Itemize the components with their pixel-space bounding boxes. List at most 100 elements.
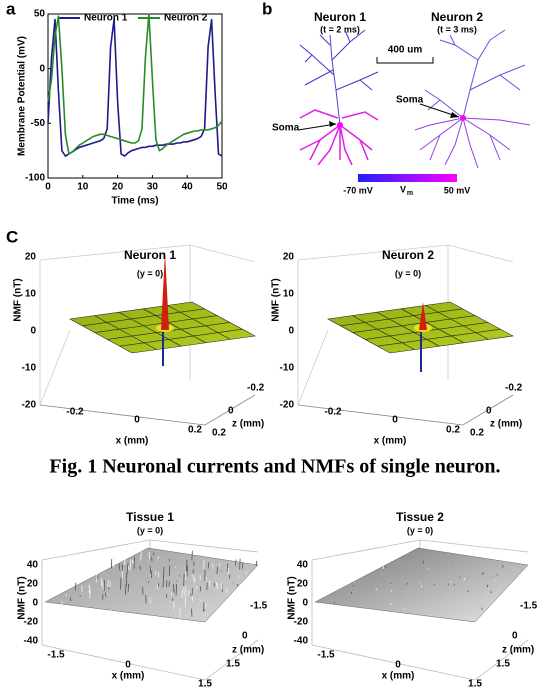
arrow (297, 123, 337, 131)
y-tick-label: 20 (297, 579, 309, 590)
surface-texture (235, 559, 237, 566)
x-axis-label: x (mm) (382, 671, 415, 682)
surface-texture (239, 558, 241, 570)
x-tick-label: 0 (395, 660, 401, 671)
surface-texture (88, 584, 91, 593)
positive-spike (161, 252, 169, 330)
surface-texture (382, 566, 385, 569)
surface-texture (74, 582, 77, 591)
plane-grid (376, 311, 440, 347)
z-tick-label: 0 (512, 631, 518, 642)
surface-texture (164, 586, 166, 589)
surface-texture (447, 583, 449, 586)
plane-grid (119, 328, 243, 347)
surface-texture (148, 551, 150, 559)
surface-texture (352, 585, 354, 587)
surface-texture (203, 560, 205, 570)
x-tick-label: 0.2 (188, 425, 202, 436)
surface-texture (192, 589, 194, 591)
y-tick-label: -20 (280, 400, 295, 411)
neuron-title: Neuron 1 (314, 10, 366, 24)
y-tick-label: -100 (25, 173, 45, 184)
axis-box (311, 539, 529, 681)
y-tick-label: -50 (31, 118, 46, 129)
scale-label: 400 um (388, 45, 423, 56)
surface-texture (333, 601, 336, 605)
y-tick-label: 0 (30, 326, 36, 337)
surface-texture (107, 579, 109, 587)
surface-texture (183, 573, 185, 587)
surface-texture (151, 556, 153, 562)
surface-texture (384, 565, 387, 568)
z-axis-label: z (mm) (490, 419, 522, 430)
x-tick-label: -1.5 (317, 650, 335, 661)
surface-texture (125, 583, 127, 595)
y-tick-label: 20 (25, 252, 37, 263)
surface-texture (199, 599, 201, 602)
plane-grid (352, 315, 415, 350)
surface-texture (193, 561, 195, 566)
y-tick-label: -20 (24, 617, 39, 628)
nmf-plot: Neuron 1(y = 0)NMF (nT)20100-10-20-0.200… (13, 244, 265, 447)
surface-texture (175, 566, 177, 568)
surface-texture (502, 564, 504, 568)
z-tick-label: -0.2 (505, 383, 523, 394)
z-tick-label: 1.5 (496, 659, 510, 670)
soma-label: Soma (272, 123, 300, 134)
surface-texture (226, 563, 229, 572)
y-axis-label: NMF (nT) (271, 278, 282, 321)
surface-texture (227, 567, 230, 574)
surface-texture (390, 602, 392, 605)
surface-texture (185, 571, 187, 581)
surface-texture (79, 595, 81, 597)
panel-label: C (6, 227, 18, 246)
surface-texture (375, 588, 377, 591)
plane-grid (425, 305, 489, 340)
x-axis-label: x (mm) (116, 436, 149, 447)
surface-texture (109, 581, 111, 587)
surface-texture (494, 580, 496, 582)
z-tick-label: 1.5 (226, 659, 240, 670)
scale-bar (376, 57, 434, 64)
x-axis-label: x (mm) (112, 671, 145, 682)
x-tick-label: 1.5 (198, 679, 212, 690)
colorbar-label: V (400, 184, 406, 194)
surface-texture (183, 587, 185, 595)
surface-texture (181, 590, 183, 599)
surface-texture (168, 581, 170, 587)
surface-texture (433, 583, 436, 586)
surface-texture (157, 555, 159, 560)
surface-texture (390, 582, 392, 585)
surface-texture (188, 589, 190, 596)
surface-texture (100, 577, 103, 586)
x-tick-label: 10 (77, 182, 89, 193)
plane-grid (143, 308, 206, 344)
y-tick-label: -20 (294, 617, 309, 628)
surface-texture (213, 582, 216, 587)
plot-frame (47, 13, 223, 179)
surface-texture (390, 590, 393, 592)
neuron-1-morphology (299, 29, 379, 166)
z-axis-label: z (mm) (232, 419, 264, 430)
surface-texture (226, 588, 228, 593)
surface-texture (148, 581, 150, 584)
surface-texture (419, 581, 421, 584)
y-tick-label: 20 (27, 579, 39, 590)
surface-texture (89, 588, 91, 595)
surface-texture (149, 566, 152, 574)
surface-texture (170, 592, 173, 596)
y-tick-label: -10 (280, 363, 295, 374)
surface-texture (104, 592, 107, 597)
y-tick-label: 10 (25, 289, 37, 300)
surface-texture (192, 569, 194, 575)
surface-texture (354, 581, 356, 583)
surface-texture (171, 598, 174, 601)
surface-texture (496, 573, 498, 576)
surface-texture (207, 562, 210, 569)
surface-texture (155, 570, 157, 576)
surface-texture (133, 557, 135, 569)
surface-texture (150, 569, 152, 578)
surface-texture (490, 591, 492, 594)
surface-texture (221, 583, 223, 590)
surface-texture (449, 581, 451, 583)
